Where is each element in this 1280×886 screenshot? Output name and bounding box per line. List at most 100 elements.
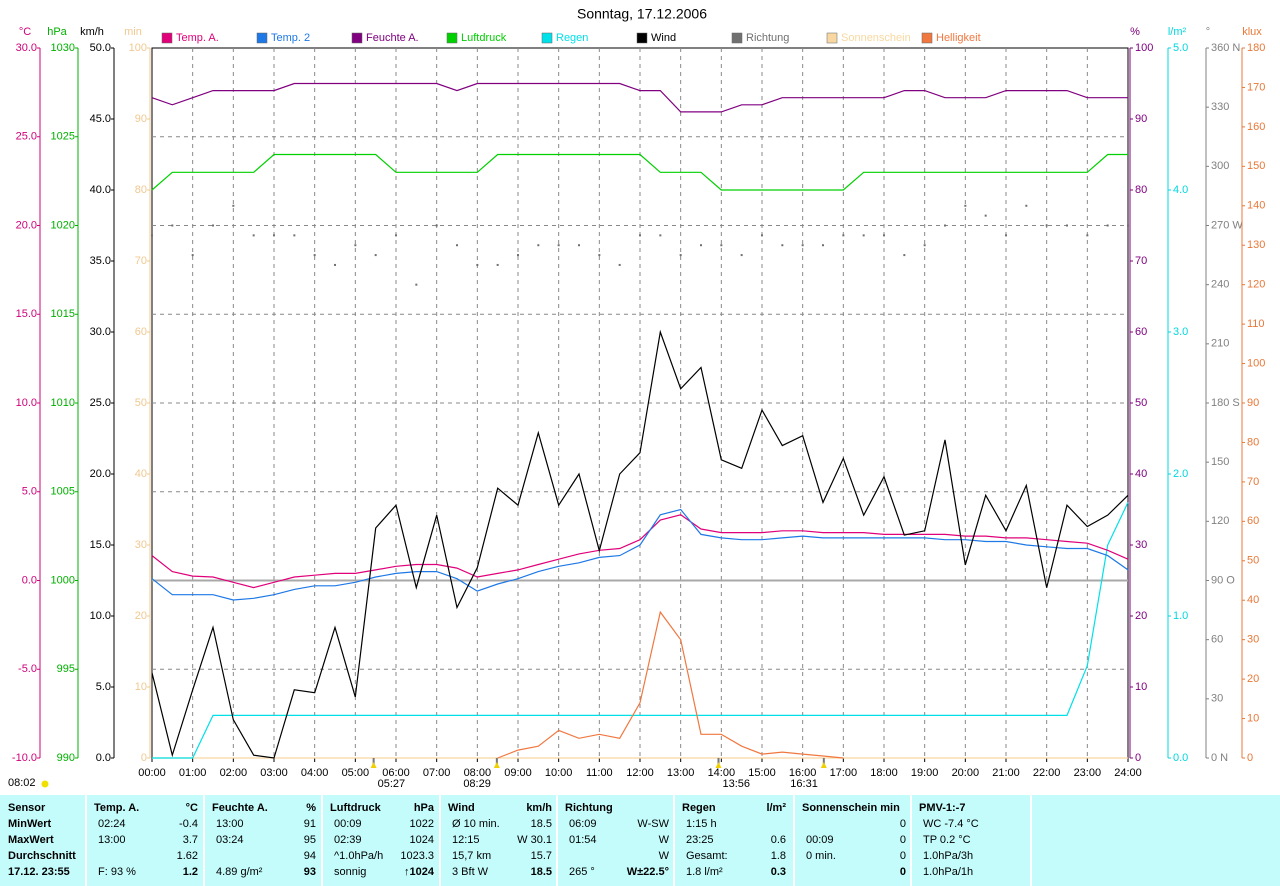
cell-note: 15,7 km	[452, 850, 492, 862]
column-title: Feuchte A.	[212, 802, 268, 814]
y-tick-label: 1020	[51, 219, 75, 231]
series-dot	[781, 244, 784, 247]
series-dot	[923, 244, 926, 247]
y-tick-label: 70	[135, 255, 147, 267]
series-dot	[252, 234, 255, 237]
series-dot	[842, 234, 845, 237]
y-tick-label: 140	[1247, 200, 1265, 212]
row-label: MinWert	[8, 818, 52, 830]
column-title: PMV-1:-7	[919, 802, 966, 814]
cell-value: W	[658, 834, 669, 846]
legend-swatch	[541, 32, 553, 44]
column-unit: km/h	[526, 802, 552, 814]
series-dot	[618, 263, 621, 266]
y-tick-label: 270 W	[1211, 219, 1243, 231]
marker-label: 08:29	[463, 778, 491, 790]
cell-value: 91	[303, 818, 316, 830]
cell-note: 06:09	[569, 818, 597, 830]
y-tick-label: 210	[1211, 338, 1229, 350]
y-tick-label: 80	[1247, 436, 1259, 448]
series-dot	[801, 244, 804, 247]
series-dot	[1106, 224, 1109, 227]
series-dot	[1066, 224, 1068, 227]
x-tick-label: 04:00	[301, 767, 329, 779]
legend-label: Luftdruck	[461, 32, 507, 44]
x-tick-label: 21:00	[992, 767, 1020, 779]
y-tick-label: 45.0	[90, 113, 111, 125]
series-dot	[354, 244, 357, 247]
series-dot	[456, 244, 458, 247]
marker-icon	[370, 762, 377, 768]
legend-swatch	[161, 32, 173, 44]
x-tick-label: 20:00	[952, 767, 980, 779]
column-separator	[203, 795, 205, 886]
series-dot	[395, 234, 397, 237]
series-line	[151, 153, 1128, 191]
column-separator	[1030, 795, 1032, 886]
y-tick-label: 5.0	[22, 486, 37, 498]
column-unit: %	[306, 802, 316, 814]
marker-label: 05:27	[378, 778, 406, 790]
series-dot	[822, 244, 824, 247]
cell-note: TP 0.2 °C	[923, 834, 971, 846]
axis-unit: min	[124, 26, 142, 38]
y-tick-label: 1.0	[1173, 610, 1188, 622]
series-dot	[639, 234, 641, 237]
column-unit: hPa	[413, 802, 434, 814]
y-tick-label: 20.0	[90, 468, 111, 480]
legend-swatch	[256, 32, 268, 44]
legend-swatch	[351, 32, 363, 44]
series-dot	[659, 234, 662, 237]
y-tick-label: 120	[1247, 279, 1265, 291]
x-tick-label: 01:00	[179, 767, 207, 779]
x-tick-label: 13:00	[667, 767, 695, 779]
cell-value: W	[658, 850, 669, 862]
y-tick-label: 10	[1247, 712, 1259, 724]
y-tick-label: 80	[1135, 184, 1147, 196]
y-tick-label: 5.0	[96, 681, 111, 693]
cell-value: W-SW	[637, 818, 669, 830]
summary-table: Sensor MinWert MaxWert Durchschnitt 17.12. 2…	[0, 795, 1280, 886]
cell-note: 01:54	[569, 834, 597, 846]
y-tick-label: 50	[1135, 397, 1147, 409]
y-tick-label: 60	[1247, 515, 1259, 527]
y-tick-label: 100	[1247, 357, 1265, 369]
cell-value: 95	[303, 834, 316, 846]
x-tick-label: 16:00	[789, 767, 817, 779]
marker-icon	[820, 762, 827, 768]
series-dot	[1005, 234, 1007, 237]
cell-note: 03:24	[216, 834, 244, 846]
cell-note: Gesamt:	[686, 850, 728, 862]
cell-value: -0.4	[179, 818, 198, 830]
series-dot	[232, 204, 235, 207]
cell-value: 0	[899, 818, 906, 830]
column-separator	[910, 795, 912, 886]
cell-note: 23:25	[686, 834, 714, 846]
y-tick-label: 15.0	[16, 308, 37, 320]
series-dot	[1127, 224, 1129, 227]
column-separator	[673, 795, 675, 886]
series-dot	[496, 263, 499, 266]
y-tick-label: 50	[1247, 555, 1259, 567]
cell-value: 93	[303, 866, 316, 878]
x-tick-label: 18:00	[870, 767, 898, 779]
axis-unit: km/h	[80, 26, 104, 38]
x-tick-label: 02:00	[220, 767, 248, 779]
series-dot	[679, 254, 682, 257]
series-dot	[537, 244, 540, 247]
x-tick-label: 19:00	[911, 767, 939, 779]
series-line	[151, 329, 1129, 759]
y-tick-label: 1005	[51, 486, 75, 498]
series-dot	[191, 254, 194, 257]
y-tick-label: 150	[1247, 160, 1265, 172]
column-title: Wind	[448, 802, 475, 814]
series-dot	[293, 234, 296, 237]
column-title: Luftdruck	[330, 802, 381, 814]
y-tick-label: 0	[1135, 752, 1141, 764]
y-tick-label: 90	[1247, 397, 1259, 409]
axis-unit: klux	[1242, 26, 1262, 38]
series-dot	[151, 234, 153, 237]
axis-unit: °	[1206, 26, 1210, 38]
column-separator	[556, 795, 558, 886]
cell-note: sonnig	[334, 866, 367, 878]
